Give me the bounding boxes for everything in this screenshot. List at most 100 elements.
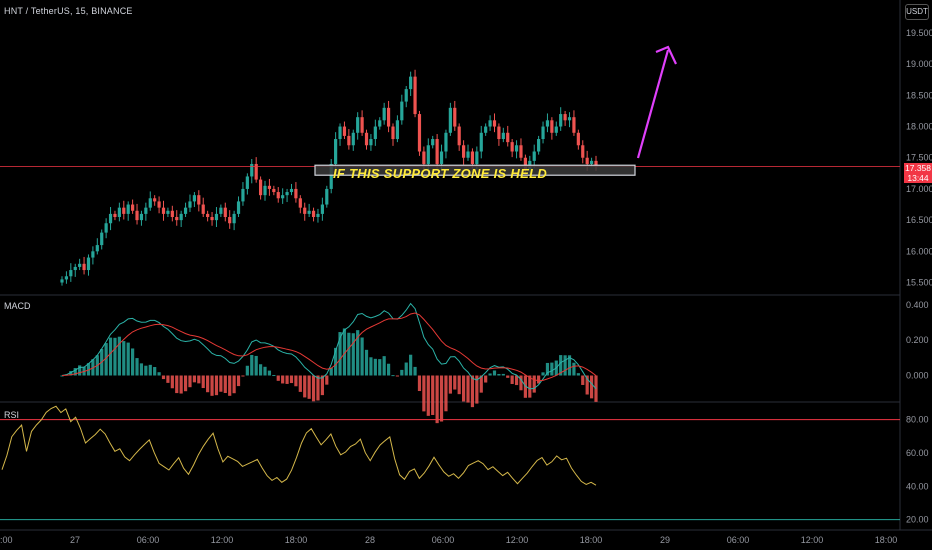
macd-histogram-bar <box>285 375 289 384</box>
candle-body <box>484 126 488 133</box>
macd-histogram-bar <box>364 349 369 376</box>
macd-tick-label: 0.200 <box>906 335 929 345</box>
time-tick-label: 12:00 <box>506 535 529 545</box>
currency-button[interactable]: USDT <box>905 4 929 20</box>
candle-body <box>470 151 475 164</box>
macd-histogram-bar <box>382 356 386 376</box>
macd-histogram-bar <box>501 373 505 376</box>
macd-histogram-bar <box>236 375 241 387</box>
macd-histogram-bar <box>206 375 210 393</box>
candle-body <box>369 139 373 146</box>
macd-histogram-bar <box>431 375 435 415</box>
candle-body <box>519 145 523 158</box>
candle-body <box>104 223 108 233</box>
macd-histogram-bar <box>510 375 514 384</box>
candle-body <box>475 151 479 164</box>
candle-body <box>448 107 452 133</box>
candle-body <box>78 263 82 267</box>
macd-histogram-bar <box>581 375 585 385</box>
macd-histogram-bar <box>466 375 470 403</box>
macd-histogram-bar <box>537 375 541 384</box>
price-tick-label: 15.500 <box>906 278 932 288</box>
macd-histogram-bar <box>559 355 563 376</box>
macd-histogram-bar <box>294 375 298 387</box>
candle-body <box>148 198 152 208</box>
macd-histogram-bar <box>391 375 395 377</box>
candle-body <box>581 145 585 158</box>
macd-histogram-bar <box>347 332 351 376</box>
macd-histogram-bar <box>214 375 219 396</box>
macd-histogram-bar <box>148 364 152 376</box>
candle-body <box>342 126 347 136</box>
candle-body <box>532 151 536 161</box>
candle-body <box>157 201 161 208</box>
candle-body <box>303 207 307 214</box>
macd-histogram-bar <box>60 375 64 377</box>
macd-histogram-bar <box>78 365 82 376</box>
candle-body <box>457 126 461 146</box>
support-zone-box <box>314 164 636 176</box>
support-zone-annotation: IF THIS SUPPORT ZONE IS HELD <box>333 166 548 181</box>
candle-body <box>64 276 69 280</box>
macd-histogram-bar <box>254 355 258 376</box>
macd-histogram-bar <box>73 368 77 376</box>
macd-histogram-bar <box>470 375 475 408</box>
candle-body <box>117 207 121 218</box>
macd-histogram-bar <box>435 375 439 424</box>
macd-histogram-bar <box>528 375 532 398</box>
macd-histogram-bar <box>585 375 589 395</box>
candle-body <box>453 107 457 127</box>
macd-histogram-bar <box>122 341 126 376</box>
rsi-line <box>1 405 597 486</box>
candle-body <box>188 201 192 208</box>
macd-histogram-bar <box>131 348 135 376</box>
candle-body <box>236 201 241 214</box>
candle-body <box>298 198 302 208</box>
symbol-header: HNT / TetherUS, 15, BINANCE <box>4 6 133 16</box>
candle-body <box>206 213 210 218</box>
candle-body <box>113 213 117 218</box>
macd-histogram-bar <box>532 375 536 393</box>
candle-body <box>576 132 580 146</box>
candle-body <box>100 232 104 246</box>
macd-histogram-bar <box>462 375 466 402</box>
macd-histogram-bar <box>439 375 444 422</box>
candle-body <box>567 117 572 121</box>
macd-histogram-bar <box>267 370 272 376</box>
macd-histogram-bar <box>541 372 545 376</box>
candle-body <box>153 198 157 202</box>
price-tick-label: 17.500 <box>906 153 932 163</box>
candle-body <box>281 195 285 199</box>
price-tick-label: 18.500 <box>906 90 932 100</box>
macd-histogram-bar <box>320 375 324 396</box>
candle-body <box>395 120 400 140</box>
macd-histogram-bar <box>413 366 417 376</box>
macd-histogram-bar <box>519 375 523 391</box>
candle-body <box>501 132 505 140</box>
macd-histogram-bar <box>342 328 347 376</box>
candle-body <box>166 210 170 214</box>
candle-body <box>258 179 263 196</box>
candle-body <box>334 139 338 164</box>
time-tick-label: 06:00 <box>137 535 160 545</box>
candle-body <box>183 207 188 214</box>
projection-arrowhead <box>655 45 677 65</box>
time-tick-label: 28 <box>365 535 375 545</box>
candle-body <box>426 145 430 164</box>
candle-body <box>294 188 298 199</box>
macd-histogram-bar <box>104 343 108 376</box>
candle-body <box>210 217 214 221</box>
candle-body <box>250 163 254 177</box>
candle-body <box>479 132 483 152</box>
candle-body <box>175 217 179 221</box>
candle-body <box>488 120 492 127</box>
candle-body <box>422 151 426 164</box>
candle-body <box>272 188 276 193</box>
macd-histogram-bar <box>426 375 430 416</box>
macd-signal-line <box>61 312 597 382</box>
macd-histogram-bar <box>453 375 457 390</box>
candle-body <box>506 132 510 143</box>
candle-body <box>86 257 91 271</box>
macd-histogram-bar <box>479 375 483 393</box>
